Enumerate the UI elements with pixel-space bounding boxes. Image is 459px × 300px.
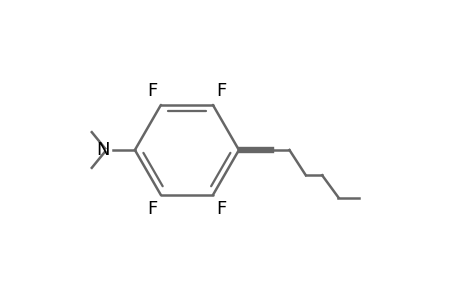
Text: F: F [216,200,226,218]
Text: N: N [96,141,109,159]
Text: F: F [146,200,157,218]
Text: F: F [216,82,226,100]
Text: F: F [146,82,157,100]
